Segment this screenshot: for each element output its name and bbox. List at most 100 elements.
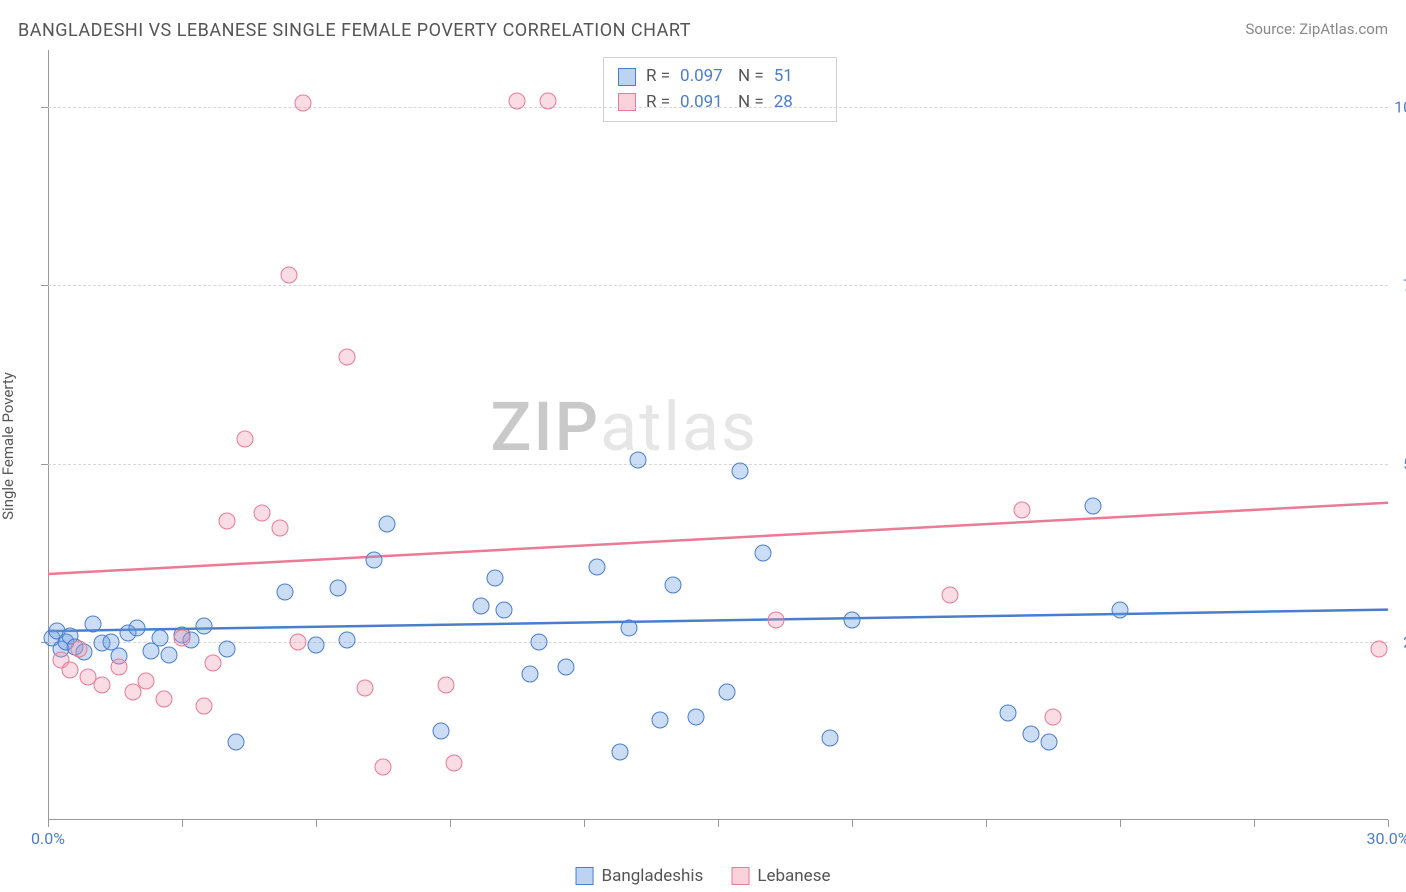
data-point (129, 619, 146, 636)
data-point (732, 462, 749, 479)
watermark: ZIPatlas (490, 387, 758, 467)
data-point (629, 451, 646, 468)
data-point (495, 601, 512, 618)
data-point (218, 640, 235, 657)
data-point (1112, 601, 1129, 618)
legend-swatch (576, 867, 594, 885)
data-point (687, 708, 704, 725)
x-tick-label: 0.0% (31, 829, 65, 848)
data-point (366, 551, 383, 568)
trendline (48, 503, 1388, 574)
data-point (375, 758, 392, 775)
scatter-plot: ZIPatlas R = 0.097 N = 51 R = 0.091 N = … (48, 50, 1388, 820)
legend-item: Bangladeshis (576, 866, 704, 886)
data-point (357, 680, 374, 697)
data-point (84, 615, 101, 632)
series-legend: Bangladeshis Lebanese (576, 866, 831, 886)
data-point (205, 655, 222, 672)
source-label: Source: ZipAtlas.com (1245, 20, 1388, 38)
data-point (281, 266, 298, 283)
legend-r-value: 0.091 (680, 90, 728, 116)
legend-series-name: Bangladeshis (602, 866, 704, 886)
data-point (1013, 501, 1030, 518)
data-point (844, 612, 861, 629)
y-axis (48, 50, 49, 820)
data-point (339, 632, 356, 649)
data-point (308, 637, 325, 654)
data-point (294, 95, 311, 112)
data-point (160, 646, 177, 663)
y-tick-label: 100.0% (1394, 98, 1406, 117)
data-point (196, 697, 213, 714)
data-point (942, 587, 959, 604)
data-point (218, 512, 235, 529)
legend-n-value: 51 (774, 64, 822, 90)
data-point (62, 662, 79, 679)
data-point (754, 544, 771, 561)
legend-series-name: Lebanese (757, 866, 830, 886)
data-point (665, 576, 682, 593)
data-point (290, 633, 307, 650)
correlation-legend: R = 0.097 N = 51 R = 0.091 N = 28 (603, 57, 837, 122)
chart-title: BANGLADESHI VS LEBANESE SINGLE FEMALE PO… (18, 20, 691, 41)
data-point (174, 630, 191, 647)
data-point (272, 519, 289, 536)
trendline (48, 610, 1388, 631)
gridline (48, 107, 1388, 108)
data-point (227, 733, 244, 750)
legend-row: R = 0.097 N = 51 (618, 64, 822, 90)
x-tick-label: 30.0% (1367, 829, 1406, 848)
data-point (276, 583, 293, 600)
data-point (620, 619, 637, 636)
data-point (558, 658, 575, 675)
data-point (379, 516, 396, 533)
data-point (254, 505, 271, 522)
data-point (531, 633, 548, 650)
legend-n-value: 28 (774, 90, 822, 116)
legend-r-label: R = (646, 64, 670, 90)
data-point (522, 665, 539, 682)
data-point (437, 676, 454, 693)
data-point (1045, 708, 1062, 725)
data-point (1022, 726, 1039, 743)
legend-r-value: 0.097 (680, 64, 728, 90)
data-point (151, 630, 168, 647)
data-point (196, 618, 213, 635)
gridline (48, 642, 1388, 643)
data-point (540, 93, 557, 110)
data-point (611, 744, 628, 761)
data-point (821, 730, 838, 747)
data-point (718, 683, 735, 700)
gridline (48, 285, 1388, 286)
legend-row: R = 0.091 N = 28 (618, 90, 822, 116)
legend-swatch (618, 93, 636, 111)
data-point (1085, 498, 1102, 515)
data-point (339, 348, 356, 365)
data-point (138, 672, 155, 689)
data-point (509, 93, 526, 110)
data-point (768, 612, 785, 629)
y-axis-label: Single Female Poverty (0, 372, 17, 520)
data-point (111, 658, 128, 675)
legend-n-label: N = (738, 90, 764, 116)
data-point (473, 598, 490, 615)
data-point (330, 580, 347, 597)
data-point (433, 722, 450, 739)
data-point (1371, 640, 1388, 657)
legend-swatch (731, 867, 749, 885)
legend-swatch (618, 68, 636, 86)
data-point (446, 754, 463, 771)
legend-r-label: R = (646, 90, 670, 116)
data-point (236, 430, 253, 447)
legend-n-label: N = (738, 64, 764, 90)
data-point (156, 690, 173, 707)
data-point (589, 558, 606, 575)
data-point (1040, 733, 1057, 750)
data-point (486, 569, 503, 586)
gridline (48, 464, 1388, 465)
data-point (1000, 705, 1017, 722)
data-point (651, 712, 668, 729)
data-point (93, 676, 110, 693)
data-point (71, 640, 88, 657)
legend-item: Lebanese (731, 866, 830, 886)
